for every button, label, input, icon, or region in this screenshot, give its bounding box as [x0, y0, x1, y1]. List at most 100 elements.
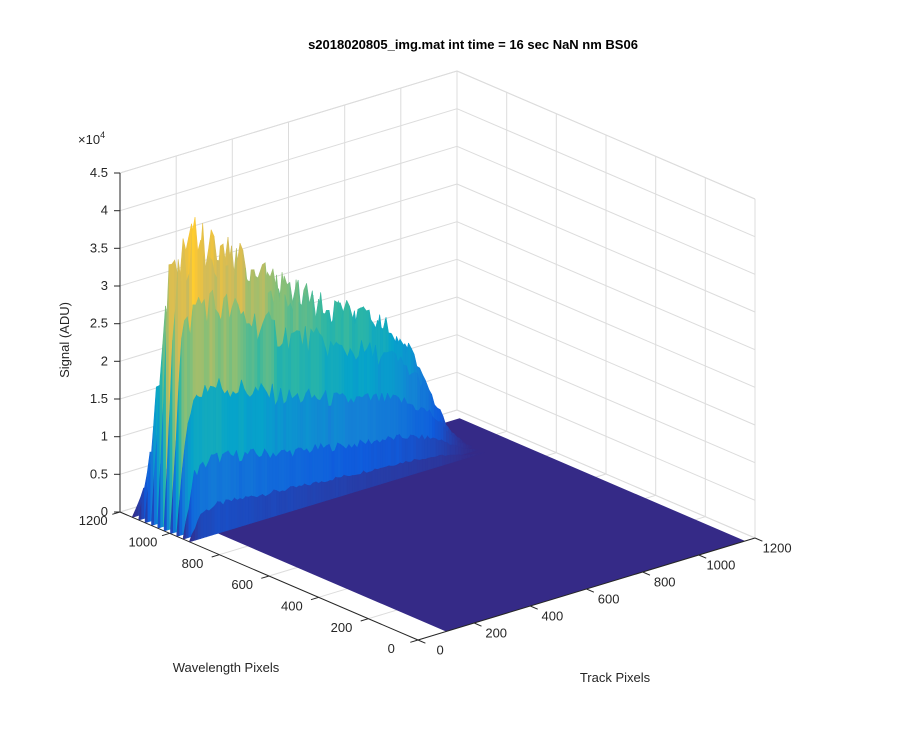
surface-slice-segment	[338, 477, 342, 498]
back-gridline-z	[119, 145, 458, 249]
x-tick-label: 800	[654, 575, 676, 590]
x-tick-mark	[473, 622, 482, 627]
surface-slice-segment	[402, 460, 407, 478]
side-gridline-z	[456, 108, 756, 238]
surface-slice-segment	[419, 458, 423, 473]
z-tick-label: 4	[101, 203, 108, 218]
surface-slice-segment	[430, 456, 435, 470]
surface-slice-segment	[360, 470, 364, 491]
box-edge	[456, 70, 756, 200]
surface-slice-segment	[460, 446, 465, 456]
surface-slice-segment	[388, 465, 393, 482]
surface-slice-segment	[315, 481, 320, 504]
surface-slice-segment	[225, 499, 230, 532]
surface-slice-segment	[323, 481, 328, 502]
surface-slice-segment	[436, 454, 440, 468]
surface-slice-segment	[441, 454, 446, 466]
surface-slice-segment	[312, 481, 317, 505]
surface-slice-segment	[408, 461, 412, 477]
x-tick-mark	[417, 639, 426, 644]
surface-slice-segment	[340, 474, 345, 497]
surface-slice-segment	[461, 454, 466, 460]
x-tick-label: 400	[542, 609, 564, 624]
y-tick-label: 0	[388, 641, 395, 656]
side-gridline-z	[456, 258, 756, 388]
surface-slice-segment	[208, 507, 213, 537]
x-tick-mark	[530, 605, 538, 610]
surface-slice-segment	[425, 457, 429, 471]
surface-slice-segment	[450, 454, 454, 464]
surface-slice-segment	[377, 467, 381, 486]
surface-slice-segment	[253, 496, 258, 523]
surface-slice-segment	[206, 509, 210, 538]
surface-slice-segment	[399, 462, 404, 479]
surface-slice-segment	[380, 467, 384, 485]
y-tick-mark	[161, 532, 170, 537]
surface-slice-segment	[293, 485, 297, 511]
y-tick-label: 800	[182, 556, 204, 571]
side-gridline-z	[456, 183, 756, 313]
surface-slice-segment	[270, 489, 275, 518]
surface-slice-segment	[427, 457, 432, 470]
surface-slice-segment	[391, 465, 395, 482]
side-gridline-z	[456, 334, 756, 464]
z-tick-label: 1.5	[90, 391, 108, 406]
surface-slice-segment	[332, 476, 336, 499]
z-tick-label: 4.5	[90, 165, 108, 180]
z-tick-label: 1	[101, 429, 108, 444]
surface-slice-segment	[259, 494, 263, 521]
surface-slice-segment	[251, 495, 255, 524]
surface-slice-segment	[447, 454, 452, 465]
surface-slice-segment	[371, 468, 376, 487]
surface-slice-segment	[290, 485, 294, 512]
surface-slice-segment	[304, 483, 308, 508]
y-tick-label: 1000	[128, 534, 157, 549]
x-axis-label: Track Pixels	[580, 670, 651, 685]
surface-slice-segment	[262, 493, 266, 521]
x-tick-label: 200	[485, 626, 507, 641]
surface-slice-segment	[469, 448, 473, 453]
x-tick-mark	[754, 537, 763, 542]
chart-title: s2018020805_img.mat int time = 16 sec Na…	[308, 37, 638, 52]
surface-slice-segment	[458, 454, 463, 461]
side-gridline-z	[456, 296, 756, 426]
x-tick-label: 1000	[706, 558, 735, 573]
surface-slice-segment	[231, 497, 235, 530]
surface-slice-segment	[256, 495, 261, 522]
surface-slice-segment	[335, 476, 339, 499]
side-gridline-z	[456, 221, 756, 351]
surface-slice-segment	[279, 490, 283, 516]
z-tick-label: 2	[101, 353, 108, 368]
surface-slice-segment	[267, 492, 272, 519]
surface-slice-segment	[321, 481, 325, 503]
surface-slice-segment	[481, 452, 485, 454]
surface-slice-segment	[382, 466, 387, 484]
surface-slice-segment	[433, 456, 438, 469]
surface-slice-segment	[422, 458, 426, 472]
surface-slice-segment	[318, 481, 322, 504]
side-gridline-z	[456, 409, 756, 539]
surface-slice-segment	[217, 501, 221, 534]
surface-slice-segment	[464, 454, 468, 460]
z-tick-label: 2.5	[90, 316, 108, 331]
surface-slice-segment	[455, 454, 460, 462]
surface-slice-segment	[368, 471, 373, 488]
z-tick-label: 0	[101, 504, 108, 519]
surface-slice-segment	[474, 448, 479, 452]
side-gridline-z	[456, 145, 756, 275]
surface-slice-segment	[287, 485, 291, 513]
surface-slice-segment	[132, 510, 136, 518]
surface-slice-segment	[220, 501, 224, 533]
surface-slice-segment	[200, 511, 204, 539]
surface-slice-segment	[343, 474, 348, 496]
surface-slice-segment	[265, 494, 269, 520]
surface-slice-segment	[326, 480, 331, 501]
y-tick-mark	[410, 639, 419, 643]
surface-slice-segment	[439, 454, 443, 467]
surface-slice-segment	[309, 482, 314, 506]
surface-slice-segment	[245, 496, 249, 526]
surface-slice-segment	[237, 497, 241, 528]
surface-slice-segment	[394, 464, 398, 481]
z-exponent-power: 4	[100, 130, 105, 140]
surface-slice-segment	[273, 489, 277, 517]
